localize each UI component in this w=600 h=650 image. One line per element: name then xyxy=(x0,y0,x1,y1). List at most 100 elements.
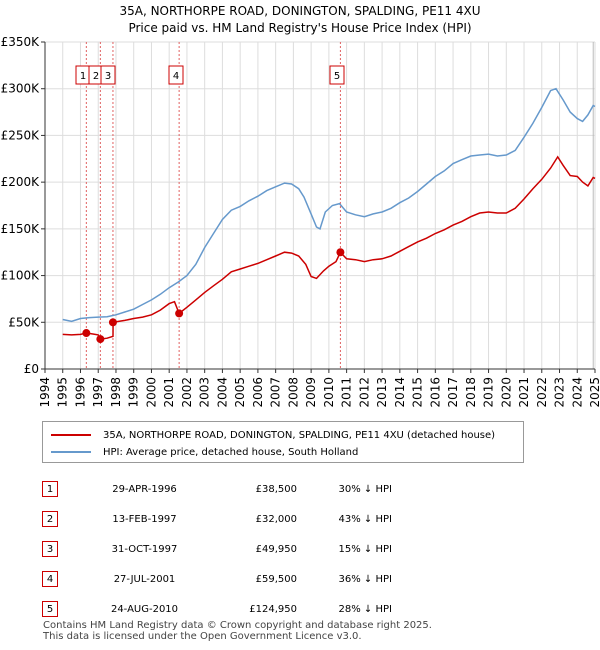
chart-title: 35A, NORTHORPE ROAD, DONINGTON, SPALDING… xyxy=(119,4,481,18)
x-tick-label: 2000 xyxy=(144,377,158,408)
sale-point-3 xyxy=(108,318,117,327)
x-tick-label: 2012 xyxy=(357,377,371,408)
sale-number: 5 xyxy=(42,601,58,617)
plot-area xyxy=(45,42,595,369)
legend-swatch-red xyxy=(51,434,91,436)
table-row: 1 29-APR-1996 £38,500 30% ↓ HPI xyxy=(42,474,392,504)
sale-number: 4 xyxy=(42,571,58,587)
x-tick-label: 2006 xyxy=(251,377,265,408)
legend-swatch-blue xyxy=(51,451,91,453)
y-tick-label: £0 xyxy=(24,362,39,376)
sale-point-1 xyxy=(82,329,91,338)
sale-number: 3 xyxy=(42,541,58,557)
x-tick-label: 2010 xyxy=(322,377,336,408)
property-series-line xyxy=(62,155,596,340)
sale-date: 27-JUL-2001 xyxy=(113,573,176,585)
sale-point-2 xyxy=(96,335,105,344)
sale-hpi-diff: 43% ↓ HPI xyxy=(338,513,392,525)
sale-price: £32,000 xyxy=(255,513,297,525)
sale-price-cell: £59,500 xyxy=(207,564,297,594)
legend-item-hpi: HPI: Average price, detached house, Sout… xyxy=(51,444,358,460)
sale-label-2: 2 xyxy=(93,71,99,82)
x-tick-label: 2017 xyxy=(446,377,460,408)
sale-number: 2 xyxy=(42,511,58,527)
x-tick-label: 2015 xyxy=(411,377,425,408)
x-tick-label: 2007 xyxy=(269,377,283,408)
sale-price-cell: £49,950 xyxy=(207,534,297,564)
x-tick-label: 1996 xyxy=(73,377,87,408)
table-row: 2 13-FEB-1997 £32,000 43% ↓ HPI xyxy=(42,504,392,534)
sale-price: £49,950 xyxy=(255,543,297,555)
sale-hpi-diff-cell: 28% ↓ HPI xyxy=(297,594,392,624)
sale-hpi-diff-cell: 36% ↓ HPI xyxy=(297,564,392,594)
sales-table: 1 29-APR-1996 £38,500 30% ↓ HPI 2 13-FEB-1997… xyxy=(42,474,392,624)
x-tick-label: 2001 xyxy=(162,377,176,408)
x-tick-label: 2009 xyxy=(304,377,318,408)
sale-date: 29-APR-1996 xyxy=(112,483,177,495)
x-tick-label: 2004 xyxy=(215,377,229,408)
x-tick-label: 2025 xyxy=(588,377,600,408)
x-tick-label: 2019 xyxy=(482,377,496,408)
legend-label-property: 35A, NORTHORPE ROAD, DONINGTON, SPALDING… xyxy=(103,429,496,441)
hpi-series-line xyxy=(62,87,596,323)
sale-hpi-diff-cell: 30% ↓ HPI xyxy=(297,474,392,504)
sale-hpi-diff-cell: 15% ↓ HPI xyxy=(297,534,392,564)
y-tick-label: £300K xyxy=(1,82,41,96)
sale-date: 24-AUG-2010 xyxy=(110,603,179,615)
sale-date-cell: 24-AUG-2010 xyxy=(82,594,207,624)
sale-number-cell: 5 xyxy=(42,594,82,624)
x-tick-label: 2016 xyxy=(428,377,442,408)
sale-hpi-diff: 15% ↓ HPI xyxy=(338,543,392,555)
sale-label-box-5 xyxy=(329,65,345,85)
sale-date-cell: 27-JUL-2001 xyxy=(82,564,207,594)
x-tick-label: 1999 xyxy=(127,377,141,408)
x-tick-label: 2011 xyxy=(340,377,354,408)
x-tick-label: 2013 xyxy=(375,377,389,408)
x-tick-label: 1997 xyxy=(91,377,105,408)
footer-copyright: Contains HM Land Registry data © Crown c… xyxy=(43,620,432,631)
y-tick-label: £150K xyxy=(1,222,41,236)
sale-label-box-4 xyxy=(168,65,184,85)
table-row: 4 27-JUL-2001 £59,500 36% ↓ HPI xyxy=(42,564,392,594)
y-tick-label: £200K xyxy=(1,175,41,189)
sale-number-cell: 4 xyxy=(42,564,82,594)
price-chart: 1994 1995 1996 1997 1998 1999 2000 2001 2002 2003… xyxy=(1,35,600,408)
sale-label-box-3 xyxy=(100,65,116,85)
x-tick-label: 2024 xyxy=(570,377,584,408)
sale-date: 31-OCT-1997 xyxy=(111,543,178,555)
sale-price-cell: £124,950 xyxy=(207,594,297,624)
x-tick-label: 2018 xyxy=(464,377,478,408)
sale-date: 13-FEB-1997 xyxy=(112,513,177,525)
legend-item-property: 35A, NORTHORPE ROAD, DONINGTON, SPALDING… xyxy=(51,427,495,443)
sale-price: £38,500 xyxy=(255,483,297,495)
sale-label-3: 3 xyxy=(105,71,111,82)
table-row: 3 31-OCT-1997 £49,950 15% ↓ HPI xyxy=(42,534,392,564)
sale-date-cell: 29-APR-1996 xyxy=(82,474,207,504)
sale-price-cell: £38,500 xyxy=(207,474,297,504)
sale-price-cell: £32,000 xyxy=(207,504,297,534)
sale-number: 1 xyxy=(42,481,58,497)
sale-hpi-diff: 30% ↓ HPI xyxy=(338,483,392,495)
y-tick-label: £100K xyxy=(1,269,41,283)
sale-label-1: 1 xyxy=(80,71,86,82)
x-tick-label: 1998 xyxy=(109,377,123,408)
x-tick-label: 2023 xyxy=(553,377,567,408)
sale-price: £124,950 xyxy=(249,603,297,615)
x-tick-label: 2021 xyxy=(517,377,531,408)
sale-date-cell: 31-OCT-1997 xyxy=(82,534,207,564)
legend: 35A, NORTHORPE ROAD, DONINGTON, SPALDING… xyxy=(42,421,524,463)
sale-number-cell: 2 xyxy=(42,504,82,534)
sale-point-4 xyxy=(175,309,184,318)
sale-point-5 xyxy=(336,248,345,257)
chart-subtitle: Price paid vs. HM Land Registry's House … xyxy=(128,21,472,35)
sale-label-5: 5 xyxy=(334,71,340,82)
y-tick-label: £50K xyxy=(8,315,40,329)
x-tick-label: 2008 xyxy=(286,377,300,408)
sale-hpi-diff: 28% ↓ HPI xyxy=(338,603,392,615)
x-tick-label: 1995 xyxy=(56,377,70,408)
x-tick-label: 2005 xyxy=(233,377,247,408)
sale-date-cell: 13-FEB-1997 xyxy=(82,504,207,534)
x-tick-label: 2002 xyxy=(180,377,194,408)
table-row: 5 24-AUG-2010 £124,950 28% ↓ HPI xyxy=(42,594,392,624)
x-tick-label: 2014 xyxy=(393,377,407,408)
